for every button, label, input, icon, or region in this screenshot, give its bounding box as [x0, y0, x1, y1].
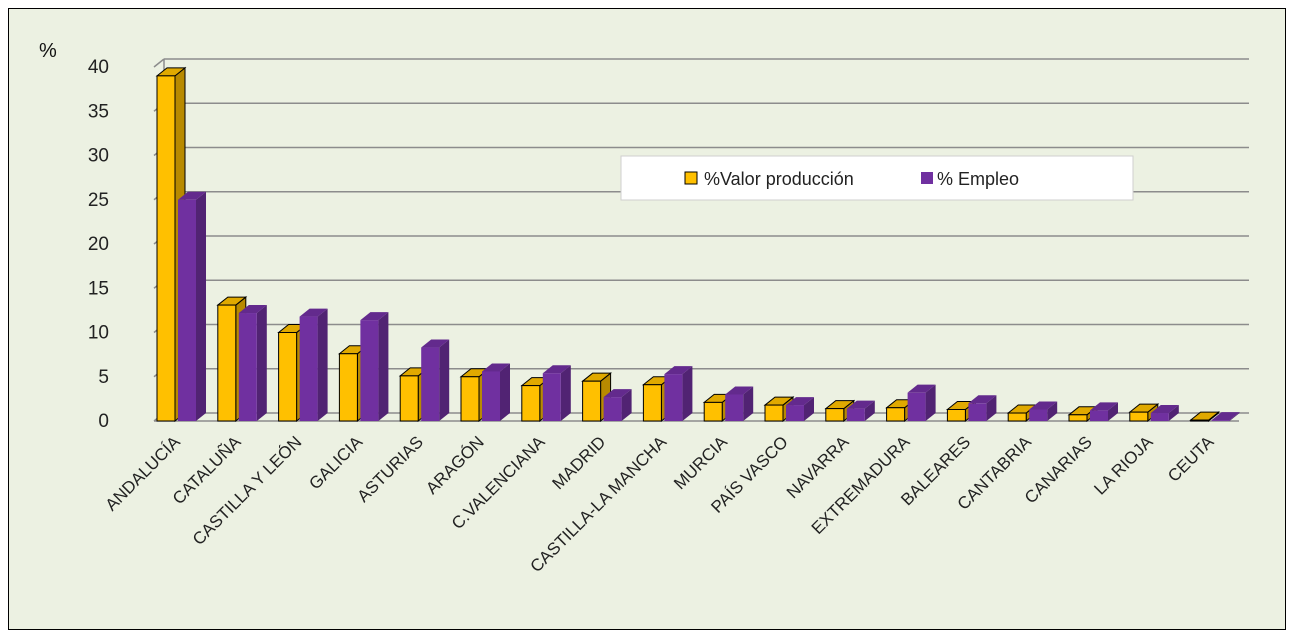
- x-tick-label: MURCIA: [670, 432, 731, 493]
- bar-empleo: [360, 312, 389, 421]
- bar-empleo: [1090, 402, 1118, 421]
- x-tick-label: CEUTA: [1164, 432, 1218, 486]
- y-tick-label: 40: [88, 57, 109, 78]
- bar-empleo: [846, 400, 875, 421]
- x-tick-label: ASTURIAS: [353, 432, 427, 506]
- bar-empleo: [725, 386, 754, 421]
- gridline-depth: [153, 58, 165, 68]
- y-tick-labels: 0 5 10 15 20 25 30 35 40: [88, 57, 109, 432]
- y-tick-label: 10: [88, 323, 109, 344]
- bar-empleo: [299, 308, 328, 421]
- legend: %Valor producción % Empleo: [620, 155, 1134, 201]
- y-tick-label: 25: [88, 190, 109, 211]
- x-tick-label: GALICIA: [305, 432, 366, 493]
- legend-box: [620, 155, 1134, 201]
- y-tick-label: 30: [88, 146, 109, 167]
- y-tick-label: 15: [88, 278, 109, 299]
- bar-empleo: [482, 363, 510, 421]
- bar-empleo: [542, 365, 571, 421]
- bar-empleo: [238, 305, 267, 421]
- x-tick-label: ANDALUCÍA: [102, 432, 185, 515]
- chart-frame: % 0 5 10 15 20 25 30 35 40 ANDALUCÍA CATALUÑA CAST…: [8, 8, 1286, 630]
- bar-empleo: [907, 384, 936, 421]
- y-tick-label: 20: [88, 234, 109, 255]
- bar-empleo: [968, 395, 997, 421]
- x-tick-label: LA RIOJA: [1090, 432, 1157, 499]
- y-tick-label: 5: [98, 367, 109, 388]
- legend-swatch-valor: [684, 171, 698, 185]
- bar-empleo: [603, 389, 632, 421]
- y-axis-label: %: [39, 40, 57, 62]
- bar-empleo: [664, 366, 693, 421]
- bar-chart: % 0 5 10 15 20 25 30 35 40 ANDALUCÍACATALUÑACAST…: [39, 40, 1249, 576]
- x-tick-label: MADRID: [549, 432, 610, 493]
- legend-swatch-empleo: [921, 172, 933, 184]
- x-tick-label: ARAGÓN: [422, 432, 488, 498]
- x-tick-label: CASTILLA Y LEÓN: [189, 432, 306, 549]
- legend-label-valor: %Valor producción: [704, 169, 854, 189]
- bar-valor: [1189, 411, 1221, 423]
- bar-empleo: [1029, 401, 1058, 421]
- bar-empleo: [1211, 412, 1240, 421]
- y-tick-label: 35: [88, 101, 109, 122]
- legend-label-empleo: % Empleo: [937, 169, 1019, 189]
- y-tick-label: 0: [98, 411, 109, 432]
- bars: [155, 66, 1240, 423]
- bar-empleo: [178, 191, 206, 421]
- bar-empleo: [786, 397, 814, 421]
- bar-empleo: [1150, 405, 1179, 421]
- bar-empleo: [421, 339, 450, 421]
